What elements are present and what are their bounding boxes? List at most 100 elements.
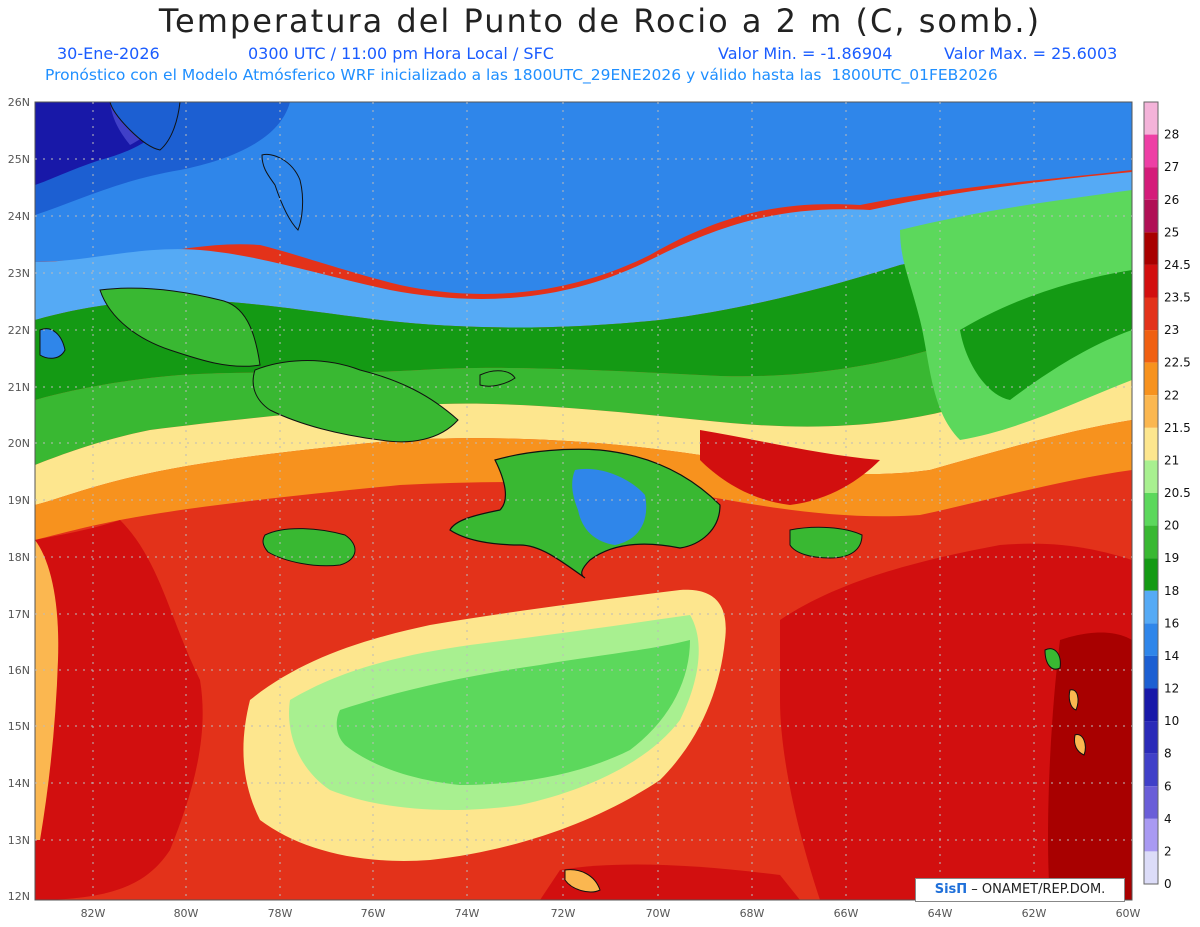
lon-label: 82W bbox=[81, 907, 106, 920]
field-16 bbox=[35, 172, 1132, 328]
field-14 bbox=[35, 102, 1132, 294]
lon-label: 72W bbox=[551, 907, 576, 920]
time-info: 0300 UTC / 11:00 pm Hora Local / SFC bbox=[248, 44, 554, 63]
colorbar-swatch bbox=[1144, 623, 1158, 656]
colorbar-label: 20.5 bbox=[1164, 486, 1191, 500]
colorbar-label: 16 bbox=[1164, 616, 1179, 630]
colorbar-swatch bbox=[1144, 232, 1158, 265]
colorbar-label: 21.5 bbox=[1164, 421, 1191, 435]
field-21-5-coast bbox=[35, 540, 59, 840]
lat-label: 16N bbox=[8, 664, 30, 677]
colorbar-swatch bbox=[1144, 330, 1158, 363]
colorbar-label: 22.5 bbox=[1164, 356, 1191, 370]
colorbar-swatch bbox=[1144, 558, 1158, 591]
credit-box: SisΠ – ONAMET/REP.DOM. bbox=[915, 878, 1125, 902]
lon-label: 64W bbox=[928, 907, 953, 920]
forecast-date: 30-Ene-2026 bbox=[57, 44, 160, 63]
lon-label: 76W bbox=[361, 907, 386, 920]
colorbar-swatch bbox=[1144, 688, 1158, 722]
field-19 bbox=[35, 300, 1132, 465]
field-23-5-north bbox=[700, 430, 880, 505]
lat-label: 26N bbox=[8, 96, 30, 109]
colorbar-label: 23.5 bbox=[1164, 291, 1191, 305]
colorbar-swatch bbox=[1144, 134, 1158, 168]
lat-label: 13N bbox=[8, 834, 30, 847]
colorbar-swatch bbox=[1144, 753, 1158, 787]
max-value-label: Valor Max. = 25.6003 bbox=[944, 44, 1118, 63]
colorbar-label: 8 bbox=[1164, 747, 1172, 761]
isla-juventud bbox=[39, 328, 66, 359]
colorbar-swatch bbox=[1144, 264, 1158, 298]
colorbar-label: 28 bbox=[1164, 128, 1179, 142]
colorbar-label: 4 bbox=[1164, 812, 1172, 826]
lon-label: 60W bbox=[1116, 907, 1141, 920]
lon-label: 74W bbox=[455, 907, 480, 920]
colorbar-swatch bbox=[1144, 525, 1158, 559]
hispaniola-highlands bbox=[572, 468, 647, 545]
lat-label: 15N bbox=[8, 720, 30, 733]
colorbar-label: 10 bbox=[1164, 714, 1179, 728]
colorbar-swatch bbox=[1144, 362, 1158, 396]
lat-label: 25N bbox=[8, 153, 30, 166]
colorbar-label: 6 bbox=[1164, 779, 1172, 793]
lon-label: 68W bbox=[740, 907, 765, 920]
lon-label: 78W bbox=[268, 907, 293, 920]
lat-label: 18N bbox=[8, 551, 30, 564]
colorbar-label: 25 bbox=[1164, 225, 1179, 239]
cuba-east bbox=[252, 360, 459, 443]
lat-label: 19N bbox=[8, 494, 30, 507]
st-lucia bbox=[1074, 734, 1086, 756]
lon-label: 80W bbox=[174, 907, 199, 920]
colorbar-label: 18 bbox=[1164, 584, 1179, 598]
colorbar-label: 12 bbox=[1164, 682, 1179, 696]
latitude-labels: 26N 25N 24N 23N 22N 21N 20N 19N 18N 17N … bbox=[8, 96, 30, 903]
colorbar-label: 20 bbox=[1164, 519, 1179, 533]
great-inagua bbox=[479, 370, 516, 387]
colorbar-label: 21 bbox=[1164, 453, 1179, 467]
colorbar-swatch bbox=[1144, 395, 1158, 428]
graticule bbox=[35, 102, 1132, 900]
field-23-5-east bbox=[780, 543, 1132, 900]
lon-label: 62W bbox=[1022, 907, 1047, 920]
colorbar-label: 24.5 bbox=[1164, 258, 1191, 272]
colorbar: 2827262524.523.52322.52221.52120.5201918… bbox=[1143, 101, 1191, 891]
guadeloupe bbox=[1044, 648, 1061, 670]
colorbar-swatch bbox=[1144, 851, 1158, 884]
colorbar-swatch bbox=[1144, 721, 1158, 754]
model-info: Pronóstico con el Modelo Atmósferico WRF… bbox=[45, 66, 998, 84]
colorbar-label: 27 bbox=[1164, 160, 1179, 174]
longitude-labels: 82W 80W 78W 76W 74W 72W 70W 68W 66W 64W … bbox=[81, 907, 1141, 920]
lat-label: 23N bbox=[8, 267, 30, 280]
colorbar-swatch bbox=[1144, 297, 1158, 331]
colorbar-label: 2 bbox=[1164, 844, 1172, 858]
colorbar-swatch bbox=[1144, 655, 1158, 689]
puerto-rico bbox=[789, 526, 863, 559]
field-20-south bbox=[336, 640, 690, 785]
jamaica bbox=[262, 528, 356, 567]
andros-island bbox=[261, 153, 304, 231]
colorbar-swatch bbox=[1144, 167, 1158, 200]
colorbar-swatch bbox=[1144, 786, 1158, 819]
colorbar-swatch bbox=[1144, 590, 1158, 624]
colorbar-swatch bbox=[1144, 818, 1158, 852]
colorbar-swatch bbox=[1144, 102, 1158, 135]
min-value-label: Valor Min. = -1.86904 bbox=[718, 44, 893, 63]
florida bbox=[109, 102, 181, 151]
colorbar-swatch bbox=[1144, 493, 1158, 526]
colorbar-label: 26 bbox=[1164, 193, 1179, 207]
curacao bbox=[564, 869, 601, 893]
lat-label: 20N bbox=[8, 437, 30, 450]
colorbar-label: 14 bbox=[1164, 649, 1179, 663]
colorbar-frame bbox=[1143, 101, 1159, 885]
lat-label: 12N bbox=[8, 890, 30, 903]
lat-label: 14N bbox=[8, 777, 30, 790]
map-title: Temperatura del Punto de Rocio a 2 m (C,… bbox=[158, 2, 1042, 40]
lat-label: 17N bbox=[8, 608, 30, 621]
colorbar-swatch bbox=[1144, 460, 1158, 493]
field-18-east bbox=[960, 270, 1132, 400]
field-18 bbox=[35, 240, 1132, 400]
lat-label: 22N bbox=[8, 324, 30, 337]
field-23-5-west bbox=[35, 520, 203, 900]
lon-label: 66W bbox=[834, 907, 859, 920]
sispi-logo: SisΠ bbox=[934, 882, 968, 897]
